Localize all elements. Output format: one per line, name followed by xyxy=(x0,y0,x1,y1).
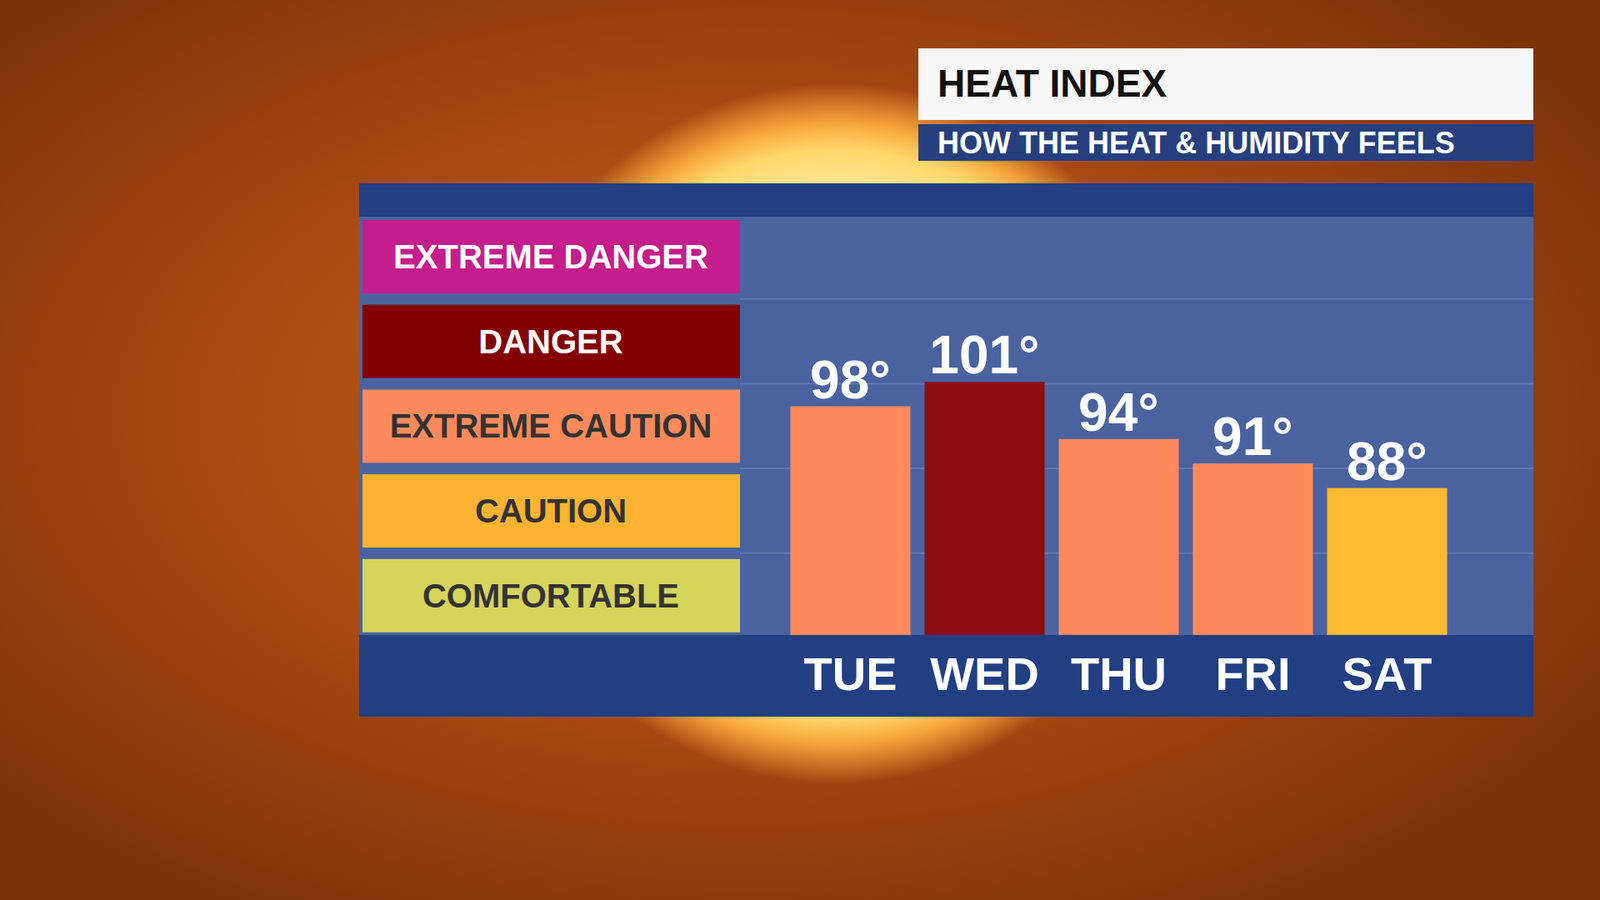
x-tick-label: FRI xyxy=(1215,647,1290,700)
zone-box xyxy=(362,305,740,379)
data-label: 91° xyxy=(1212,406,1294,467)
panel xyxy=(359,183,1534,717)
bar xyxy=(1327,488,1448,635)
x-tick-label: TUE xyxy=(804,647,898,700)
data-label: 88° xyxy=(1346,431,1428,492)
data-label: 101° xyxy=(929,325,1040,385)
bar xyxy=(790,406,911,635)
bars xyxy=(790,381,1448,635)
subtitle-box xyxy=(918,124,1534,161)
chart: HEAT INDEX HOW THE HEAT & HUMIDITY FEELS E… xyxy=(0,0,1600,900)
title: HEAT INDEX xyxy=(937,61,1167,105)
x-tick-label: SAT xyxy=(1342,647,1433,700)
zone-label: EXTREME DANGER xyxy=(393,238,709,275)
bar xyxy=(1193,463,1314,635)
zone-label: COMFORTABLE xyxy=(422,577,680,615)
zone-box xyxy=(362,474,740,548)
bar xyxy=(1059,439,1180,635)
zone-label: EXTREME CAUTION xyxy=(390,407,713,445)
bar xyxy=(925,381,1045,635)
x-tick-label: WED xyxy=(930,647,1040,700)
zone-box xyxy=(362,389,740,463)
subtitle: HOW THE HEAT & HUMIDITY FEELS xyxy=(937,125,1455,160)
zone-box xyxy=(362,559,740,633)
title-box xyxy=(918,48,1534,120)
x-tick-label: THU xyxy=(1070,647,1167,700)
bottom-band xyxy=(359,635,1534,717)
zone-box xyxy=(362,220,740,294)
data-label: 94° xyxy=(1078,382,1160,443)
zone-label: DANGER xyxy=(478,323,623,360)
zone-label: CAUTION xyxy=(475,492,627,530)
top-band xyxy=(359,183,1534,217)
row-line xyxy=(740,298,1534,300)
data-label: 98° xyxy=(810,350,891,410)
